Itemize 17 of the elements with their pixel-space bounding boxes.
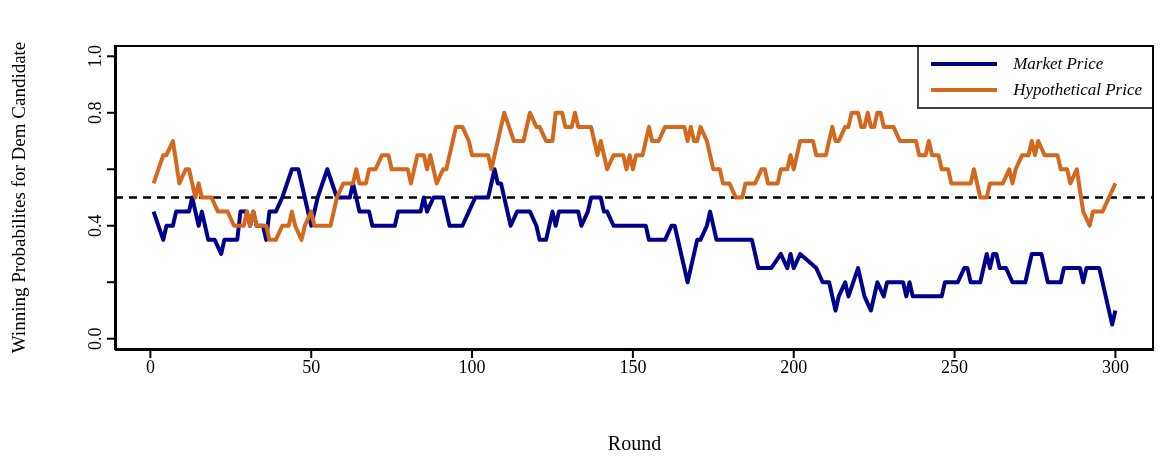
x-tick-label: 200	[780, 356, 808, 377]
line-series	[151, 110, 1118, 242]
x-tick-label: 100	[458, 356, 486, 377]
x-tick-label: 150	[619, 356, 647, 377]
x-axis-title: Round	[607, 432, 662, 454]
y-tick-label: 0.0	[85, 327, 105, 350]
x-tick-label: 50	[302, 356, 321, 377]
line-series	[151, 167, 1118, 327]
x-tick-label: 250	[941, 356, 969, 377]
y-tick-label: 0.4	[85, 214, 105, 237]
y-tick-label: 0.8	[85, 101, 105, 125]
x-tick-label: 300	[1101, 356, 1129, 377]
y-axis-title: Winning Probabilites for Dem Candidate	[7, 41, 29, 354]
legend-label: Market Price	[1013, 54, 1104, 74]
x-tick-label: 0	[145, 356, 155, 377]
legend-label: Hypothetical Price	[1013, 80, 1142, 100]
y-tick-label: 1.0	[85, 45, 105, 68]
